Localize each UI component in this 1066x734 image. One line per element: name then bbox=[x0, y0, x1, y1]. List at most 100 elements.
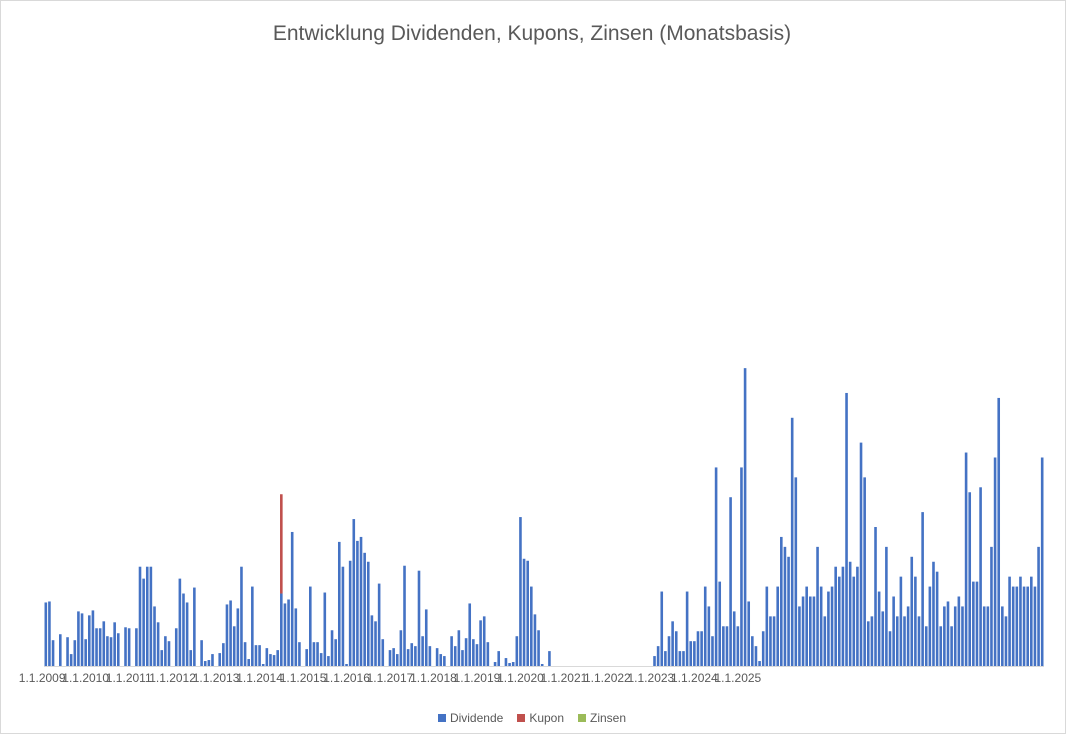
bar-dividende-185 bbox=[714, 467, 718, 666]
bar-dividende-19 bbox=[113, 622, 116, 666]
bar-dividende-6 bbox=[66, 637, 69, 666]
bar-dividende-82 bbox=[341, 566, 345, 666]
bar-dividende-249 bbox=[946, 601, 950, 666]
bar-dividende-270 bbox=[1022, 586, 1026, 666]
legend: Dividende Kupon Zinsen bbox=[0, 711, 1064, 725]
bar-dividende-273 bbox=[1033, 586, 1037, 666]
bar-dividende-207 bbox=[794, 477, 798, 666]
bar-dividende-222 bbox=[848, 561, 852, 666]
bar-dividende-83 bbox=[345, 664, 348, 666]
bar-dividende-118 bbox=[472, 639, 475, 666]
legend-swatch bbox=[578, 714, 587, 722]
bar-dividende-54 bbox=[240, 566, 243, 666]
x-tick-label: 1.1.2009 bbox=[19, 671, 66, 685]
bar-dividende-186 bbox=[718, 581, 722, 666]
bar-dividende-77 bbox=[323, 592, 327, 666]
bar-dividende-32 bbox=[160, 650, 164, 666]
bar-dividende-265 bbox=[1004, 616, 1008, 666]
bar-dividende-224 bbox=[856, 566, 859, 666]
bar-dividende-196 bbox=[754, 646, 758, 666]
bar-dividende-10 bbox=[80, 613, 84, 666]
bar-dividende-170 bbox=[660, 591, 664, 666]
bar-dividende-177 bbox=[685, 591, 689, 666]
bar-dividende-194 bbox=[747, 601, 751, 666]
bar-dividende-124 bbox=[493, 662, 497, 666]
bar-dividende-38 bbox=[182, 593, 185, 666]
bar-dividende-114 bbox=[457, 630, 461, 666]
bar-dividende-217 bbox=[830, 586, 834, 666]
x-tick-label: 1.1.2016 bbox=[323, 671, 370, 685]
bar-dividende-86 bbox=[356, 540, 359, 666]
bar-dividende-274 bbox=[1037, 546, 1040, 666]
bar-dividende-14 bbox=[95, 628, 98, 666]
bar-dividende-93 bbox=[381, 639, 385, 666]
bar-dividende-132 bbox=[522, 558, 526, 666]
bar-dividende-8 bbox=[73, 640, 77, 666]
bar-dividende-125 bbox=[497, 651, 501, 666]
bar-dividende-183 bbox=[707, 606, 711, 666]
bar-dividende-96 bbox=[392, 648, 395, 666]
bar-dividende-29 bbox=[149, 566, 153, 666]
bar-dividende-131 bbox=[519, 517, 522, 666]
bar-dividende-229 bbox=[874, 527, 877, 666]
bar-dividende-243 bbox=[924, 626, 928, 666]
bar-dividende-34 bbox=[167, 641, 171, 666]
bar-dividende-113 bbox=[453, 646, 457, 666]
bar-dividende-46 bbox=[211, 654, 214, 666]
bar-dividende-191 bbox=[736, 626, 740, 666]
bar-dividende-259 bbox=[982, 606, 986, 666]
bar-dividende-251 bbox=[953, 606, 957, 666]
bar-dividende-231 bbox=[881, 611, 885, 666]
bar-dividende-104 bbox=[421, 636, 424, 666]
bar-dividende-41 bbox=[193, 587, 196, 666]
bar-dividende-121 bbox=[482, 616, 486, 666]
bar-dividende-261 bbox=[990, 546, 993, 666]
bar-dividende-205 bbox=[787, 556, 790, 666]
bar-dividende-180 bbox=[696, 631, 700, 666]
bar-dividende-236 bbox=[899, 576, 903, 666]
bar-dividende-223 bbox=[852, 576, 856, 666]
bar-dividende-230 bbox=[877, 591, 881, 666]
bar-dividende-248 bbox=[943, 606, 946, 666]
bar-dividende-188 bbox=[725, 626, 729, 666]
bar-dividende-60 bbox=[261, 664, 265, 666]
bar-dividende-110 bbox=[443, 656, 446, 666]
bar-dividende-51 bbox=[229, 600, 232, 666]
bar-dividende-72 bbox=[305, 649, 308, 666]
bar-dividende-241 bbox=[917, 616, 921, 666]
bar-dividende-227 bbox=[866, 621, 870, 666]
bar-kupon-65 bbox=[280, 494, 283, 594]
bar-dividende-44 bbox=[203, 661, 207, 666]
bar-dividende-129 bbox=[511, 662, 515, 666]
x-tick-label: 1.1.2020 bbox=[497, 671, 544, 685]
bar-dividende-257 bbox=[975, 581, 979, 666]
x-tick-label: 1.1.2018 bbox=[410, 671, 457, 685]
bar-dividende-87 bbox=[359, 536, 363, 666]
bar-dividende-90 bbox=[370, 615, 374, 666]
bar-dividende-117 bbox=[468, 603, 472, 666]
x-tick-label: 1.1.2023 bbox=[628, 671, 675, 685]
bar-dividende-219 bbox=[837, 576, 841, 666]
bar-dividende-209 bbox=[801, 596, 805, 666]
bar-dividende-238 bbox=[906, 606, 910, 666]
legend-swatch bbox=[517, 714, 526, 722]
bar-dividende-2 bbox=[51, 640, 55, 666]
bar-dividende-119 bbox=[475, 644, 479, 666]
legend-item-zinsen: Zinsen bbox=[578, 711, 626, 725]
bar-dividende-80 bbox=[334, 639, 337, 666]
bar-dividende-266 bbox=[1008, 576, 1011, 666]
bar-dividende-190 bbox=[732, 611, 736, 666]
bar-dividende-255 bbox=[968, 492, 972, 666]
bar-dividende-88 bbox=[363, 552, 366, 666]
bar-dividende-100 bbox=[406, 649, 410, 666]
x-tick-label: 1.1.2021 bbox=[541, 671, 588, 685]
bar-dividende-256 bbox=[972, 581, 975, 666]
bar-dividende-203 bbox=[780, 536, 783, 666]
bar-dividende-67 bbox=[287, 599, 290, 666]
bar-dividende-264 bbox=[1001, 606, 1004, 666]
bar-dividende-252 bbox=[957, 596, 961, 666]
bar-dividende-246 bbox=[935, 571, 939, 666]
bar-dividende-120 bbox=[479, 620, 482, 666]
bar-dividende-56 bbox=[247, 659, 251, 666]
bar-dividende-260 bbox=[986, 606, 990, 666]
